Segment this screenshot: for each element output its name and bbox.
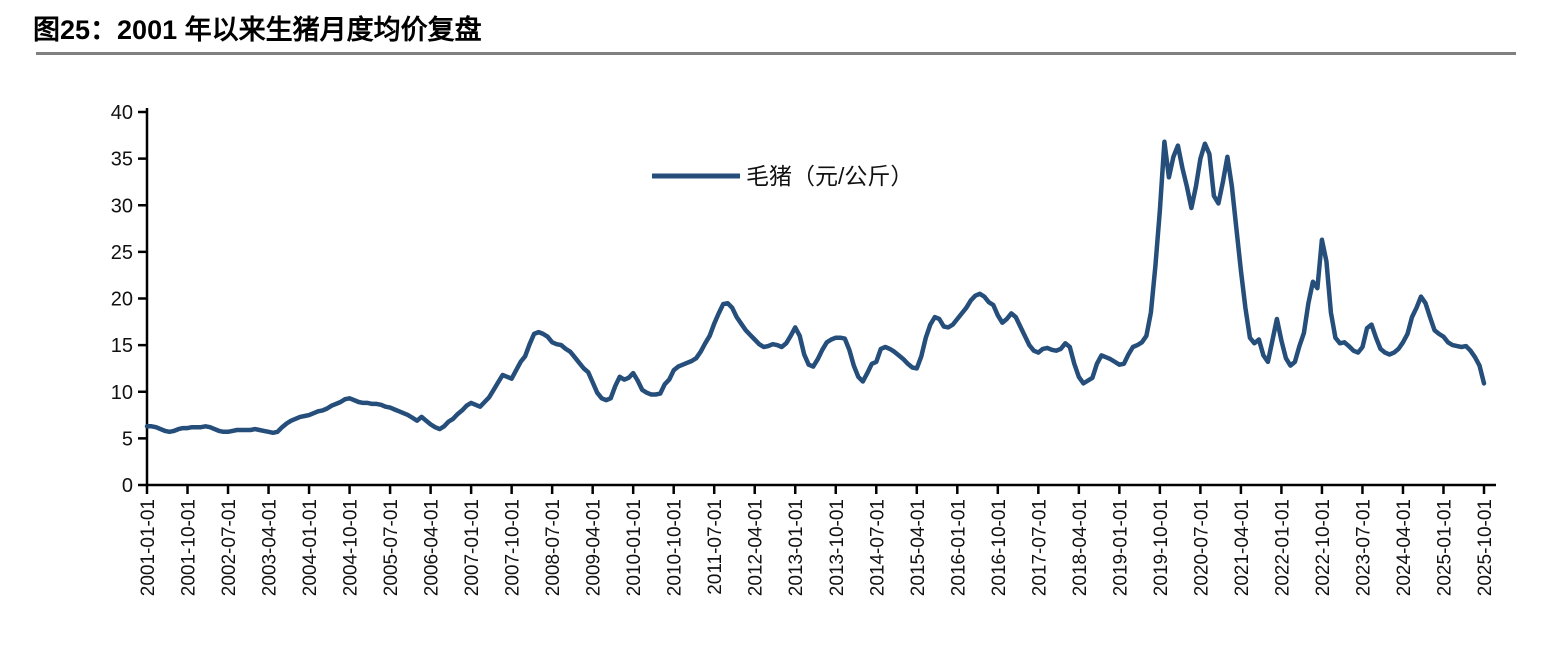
x-tick-label: 2007-01-01: [462, 499, 483, 596]
y-tick-label: 15: [111, 335, 133, 357]
x-tick-label: 2017-07-01: [1029, 499, 1050, 596]
x-tick-label: 2016-01-01: [948, 499, 969, 596]
x-tick-label: 2005-07-01: [381, 499, 402, 596]
x-tick-label: 2021-04-01: [1232, 499, 1253, 596]
x-tick-label: 2011-07-01: [705, 499, 726, 595]
x-tick-label: 2014-07-01: [867, 499, 888, 596]
x-tick-label: 2010-01-01: [624, 499, 645, 596]
x-tick-label: 2019-10-01: [1151, 499, 1172, 596]
y-tick-label: 5: [122, 428, 133, 450]
x-tick-label: 2001-01-01: [138, 499, 159, 596]
x-tick-label: 2010-10-01: [665, 499, 686, 596]
x-tick-label: 2001-10-01: [179, 499, 200, 596]
x-tick-label: 2009-04-01: [584, 499, 605, 596]
x-tick-label: 2006-04-01: [422, 499, 443, 596]
x-tick-label: 2004-01-01: [300, 499, 321, 596]
x-tick-label: 2007-10-01: [503, 499, 524, 596]
x-tick-label: 2020-07-01: [1191, 499, 1212, 596]
figure-title: 图25：2001 年以来生猪月度均价复盘: [33, 15, 482, 45]
x-tick-label: 2002-07-01: [219, 499, 240, 596]
chart-axes: 0 5 10 15 20 25 30 35 40 2001-01-01 2001-10-01 2002…: [111, 102, 1496, 596]
x-tick-label: 2004-10-01: [341, 499, 362, 596]
chart-legend: 毛猪（元/公斤）: [652, 163, 913, 189]
title-underline: [36, 52, 1516, 55]
price-line: [144, 139, 1487, 436]
x-tick-label: 2022-10-01: [1313, 499, 1334, 596]
x-tick-label: 2016-10-01: [989, 499, 1010, 596]
legend-label: 毛猪（元/公斤）: [746, 163, 913, 189]
x-tick-label: 2008-07-01: [543, 499, 564, 596]
x-tick-label: 2024-04-01: [1394, 499, 1415, 596]
y-tick-label: 35: [111, 149, 133, 171]
x-tick-label: 2012-04-01: [746, 499, 767, 596]
y-tick-label: 30: [111, 195, 133, 217]
x-tick-label: 2018-04-01: [1070, 499, 1091, 596]
y-tick-label: 0: [122, 475, 133, 497]
x-tick-label: 2003-04-01: [260, 499, 281, 596]
y-tick-label: 20: [111, 289, 133, 311]
x-tick-label: 2025-10-01: [1475, 499, 1496, 596]
y-tick-label: 10: [111, 382, 133, 404]
x-tick-label: 2015-04-01: [908, 499, 929, 596]
x-tick-label: 2013-10-01: [827, 499, 848, 596]
x-tick-label: 2025-01-01: [1434, 499, 1455, 596]
y-tick-label: 40: [111, 102, 133, 124]
x-tick-label: 2013-01-01: [786, 499, 807, 596]
y-tick-label: 25: [111, 242, 133, 264]
price-line-series: [144, 139, 1487, 436]
x-tick-label: 2022-01-01: [1272, 499, 1293, 596]
x-tick-label: 2023-07-01: [1353, 499, 1374, 596]
x-tick-label: 2019-01-01: [1110, 499, 1131, 596]
